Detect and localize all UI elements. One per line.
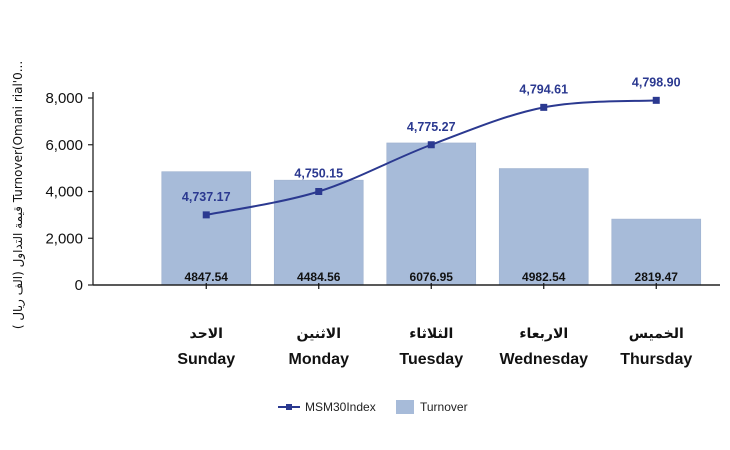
category-label-english: Monday [289,351,350,368]
msm30-index-point [540,103,548,111]
msm30-index-point [202,211,210,219]
y-tick-label: 0 [75,277,83,294]
turnover-value-label: 4847.54 [185,270,229,284]
legend-label: Turnover [420,400,468,414]
msm30-index-value-label: 4,798.90 [632,75,681,89]
y-axis: 0 2,000 4,000 6,000 8,000 [45,90,94,294]
category-label-english: Tuesday [399,351,463,368]
turnover-bar [498,168,589,286]
category-label-arabic: الخميس [629,326,684,342]
turnover-bars [161,142,702,286]
category-label-english: Sunday [177,351,235,368]
turnover-data-labels: 4847.54 4484.56 6076.95 4982.54 2819.47 [185,270,679,289]
category-label-english: Thursday [620,351,692,368]
turnover-bar [161,171,252,286]
legend-box-swatch [396,400,414,414]
legend: MSM30Index Turnover [278,400,468,414]
y-tick-label: 2,000 [45,230,83,247]
turnover-value-label: 2819.47 [635,270,679,284]
category-label-arabic: الاربعاء [519,326,568,342]
turnover-bar [386,142,477,286]
msm30-index-point [427,141,435,149]
msm30-index-point [315,188,323,195]
category-label-arabic: الاثنين [296,326,341,342]
msm30-index-value-label: 4,750.15 [294,167,343,181]
y-tick-label: 8,000 [45,90,83,107]
turnover-value-label: 4982.54 [522,270,566,284]
y-axis-label: ( قيمة التداول (الف ريال Turnover(Omani … [11,61,26,329]
category-label-arabic: الاحد [190,326,223,342]
category-label-english: Wednesday [499,351,588,368]
x-axis-categories: الاحد Sunday الاثنين Monday الثلاثاء Tuesday ا… [177,326,692,368]
msm30-index-line: 4,737.17 4,750.15 4,775.27 4,794.61 4,798.90 [182,75,681,219]
y-tick-label: 6,000 [45,137,83,154]
msm30-index-value-label: 4,775.27 [407,120,456,134]
msm30-index-value-label: 4,737.17 [182,190,231,204]
msm30-index-point [652,96,660,104]
legend-marker [286,404,292,410]
legend-label: MSM30Index [305,400,376,414]
msm30-index-value-label: 4,794.61 [519,82,568,96]
turnover-value-label: 4484.56 [297,270,341,284]
category-label-arabic: الثلاثاء [409,326,453,342]
turnover-value-label: 6076.95 [410,270,454,284]
turnover-bar [611,218,702,286]
y-tick-label: 4,000 [45,184,83,201]
